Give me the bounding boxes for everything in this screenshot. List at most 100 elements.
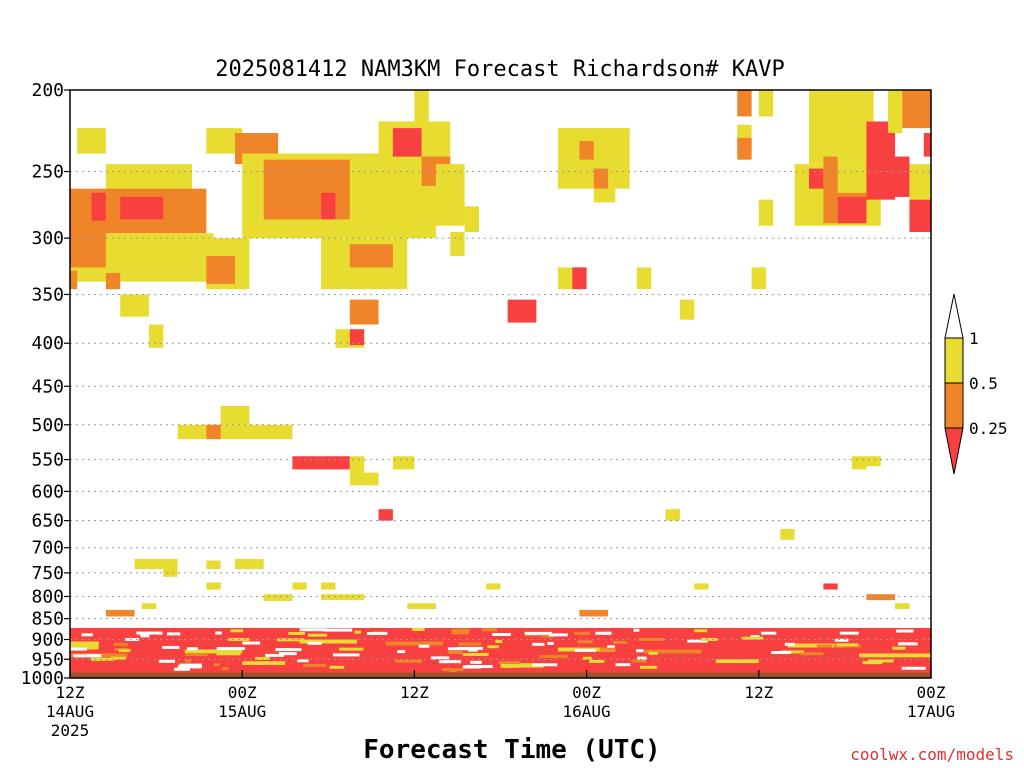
colorbar-legend: 1 0.5 0.25 [944,293,1008,475]
ri-patch [715,659,759,664]
ri-streak [215,631,222,635]
ri-streak [468,648,478,652]
ri-streak [639,665,658,669]
x-tick-label: 00Z [917,683,946,702]
ground-layer [70,672,931,678]
ri-streak [862,661,883,665]
ri-patch [184,649,243,654]
y-tick-label: 200 [31,80,64,101]
ri-streak [638,637,665,641]
ri-patch [751,267,766,290]
ri-patch [263,159,350,220]
ri-streak [637,656,647,660]
y-tick-label: 650 [31,511,64,532]
x-tick-label: 2025 [51,721,90,740]
ground-fill [70,672,931,678]
ri-patch [557,267,573,290]
credit-text: coolwx.com/models [850,745,1014,764]
ri-patch [758,90,774,117]
ri-streak [167,632,181,636]
ri-streak [332,653,360,657]
ri-streak [395,659,423,663]
legend-label: 1 [969,329,979,348]
y-tick-label: 700 [31,538,64,559]
ri-patch [141,603,157,610]
x-tick-label: 16AUG [563,702,611,721]
ri-streak [81,633,93,637]
ri-patch [242,661,286,665]
ri-patch [737,90,752,117]
ri-streak [577,640,593,644]
ri-streak [329,665,345,669]
ri-streak [750,635,760,639]
ri-patch [299,639,357,644]
ri-streak [741,636,764,640]
ri-patch [923,133,931,157]
ri-streak [412,627,425,631]
ri-streak [185,659,192,663]
ri-streak [430,656,450,660]
ri-patch [349,244,393,268]
ri-streak [162,645,180,649]
ri-streak [177,665,202,669]
ri-patch [70,225,106,268]
ri-patch [292,582,307,590]
ri-streak [607,645,615,649]
ri-streak [111,656,127,660]
y-tick-label: 800 [31,586,64,607]
ri-streak [118,649,131,653]
ri-patch [644,649,702,654]
legend-swatch-orange [944,382,964,429]
ri-patch [895,603,910,610]
ri-patch [909,199,931,232]
ri-patch [780,528,795,540]
ri-patch [263,594,293,602]
ri-streak [216,652,241,656]
data-patches [70,90,931,673]
ri-streak [277,638,305,642]
ri-streak [462,652,489,656]
ri-patch [77,128,106,154]
ri-streak [338,647,364,651]
y-tick-label: 550 [31,450,64,471]
ri-streak [451,628,470,632]
ri-patch [737,137,752,160]
y-tick-label: 600 [31,481,64,502]
y-tick-label: 400 [31,333,64,354]
ri-streak [892,646,906,650]
ri-patch [349,329,365,346]
ri-patch [464,206,479,232]
ri-streak [470,660,482,664]
ri-streak [901,666,926,670]
ri-patch [392,456,415,470]
ri-streak [481,628,497,632]
ri-patch [823,583,838,590]
ri-patch [866,456,881,467]
ri-streak [495,640,503,644]
ri-patch [787,643,845,648]
ri-patch [572,267,587,290]
ri-streak [354,630,362,634]
ri-patch [809,90,874,165]
ri-streak [547,641,554,645]
ri-patch [321,594,365,601]
ri-streak [187,647,198,651]
ri-streak [784,642,795,646]
x-tick-label: 00Z [228,683,257,702]
ri-patch [206,424,221,440]
ri-patch [500,663,544,668]
ri-patch [105,164,192,193]
ri-streak [603,631,612,635]
ri-patch [206,560,221,569]
y-tick-label: 1000 [21,668,64,689]
ri-streak [451,631,469,635]
ri-patch [694,583,709,590]
ri-streak [532,642,545,646]
ri-streak [492,633,511,637]
ri-patch [349,456,365,473]
ri-streak [589,659,605,663]
ri-patch [206,424,293,440]
ri-patch [220,406,250,425]
ri-streak [173,667,190,671]
